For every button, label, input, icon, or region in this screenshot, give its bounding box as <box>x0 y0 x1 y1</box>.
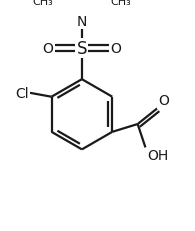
Text: CH₃: CH₃ <box>110 0 131 7</box>
Text: Cl: Cl <box>15 86 29 100</box>
Text: S: S <box>77 40 87 58</box>
Text: O: O <box>43 42 54 56</box>
Text: O: O <box>110 42 121 56</box>
Text: CH₃: CH₃ <box>33 0 54 7</box>
Text: OH: OH <box>147 149 169 163</box>
Text: O: O <box>158 94 169 108</box>
Text: N: N <box>77 15 87 29</box>
